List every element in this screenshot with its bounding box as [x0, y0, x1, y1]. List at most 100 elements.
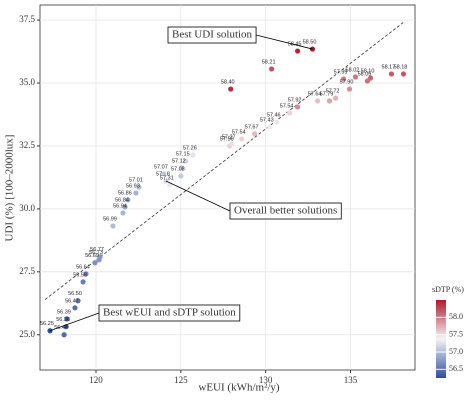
point	[388, 71, 395, 77]
point-label: 57.56	[220, 136, 234, 142]
point	[326, 98, 333, 104]
point-label: 57.31	[160, 175, 174, 181]
point	[92, 260, 98, 266]
point	[309, 46, 316, 52]
point	[110, 223, 116, 229]
point-label: 56.47	[65, 298, 79, 304]
point-label: 57.26	[183, 145, 197, 151]
point	[61, 332, 67, 338]
point	[352, 74, 359, 80]
colorbar-label: 57.5	[449, 329, 463, 338]
point-label: 58.50	[303, 40, 317, 46]
point-label: 56.69	[85, 253, 99, 259]
point	[190, 152, 196, 158]
y-tick-label: 32.5	[19, 140, 35, 150]
point	[252, 131, 258, 137]
x-tick-label: 135	[344, 375, 358, 385]
x-axis-title: wEUI (kWh/m²/y)	[198, 382, 280, 394]
point	[178, 173, 184, 179]
point	[136, 184, 142, 190]
point-label: 58.21	[262, 59, 276, 65]
point	[179, 165, 185, 171]
point	[400, 71, 407, 77]
point-label: 57.90	[340, 80, 354, 86]
point-label: 56.99	[103, 216, 117, 222]
point-label: 58.40	[221, 80, 235, 86]
point	[269, 66, 275, 72]
x-tick-label: 125	[174, 375, 188, 385]
point	[294, 48, 301, 54]
y-axis-title: UDI (%) [100–2000lux]	[4, 135, 16, 242]
point-label: 57.46	[267, 113, 281, 119]
point-label: 58.02	[346, 67, 360, 73]
x-tick-label: 120	[89, 375, 103, 385]
point	[80, 279, 86, 285]
point-label: 56.86	[118, 190, 132, 196]
point	[332, 95, 339, 101]
point-label: 57.67	[245, 124, 259, 130]
point	[294, 104, 301, 110]
point-label: 58.10	[361, 68, 375, 74]
point-label: 56.25	[40, 321, 54, 327]
point	[161, 171, 167, 177]
point-label: 56.44	[54, 325, 68, 331]
point-label: 56.94	[113, 203, 127, 209]
annotation-arrow	[255, 34, 313, 50]
point-label: 56.50	[68, 291, 82, 297]
colorbar-label: 56.5	[449, 364, 463, 373]
annotation: Overall better solutions	[234, 205, 337, 217]
point-label: 57.54	[280, 103, 294, 109]
point-label: 56.39	[57, 309, 71, 315]
point	[183, 158, 189, 164]
annotation: Best UDI solution	[172, 29, 253, 41]
point	[287, 110, 293, 116]
point-label: 58.05	[358, 71, 372, 77]
point-label: 57.07	[154, 164, 168, 170]
y-tick-label: 30.0	[19, 203, 35, 213]
point	[274, 119, 280, 125]
point-label: 57.92	[288, 97, 302, 103]
point-label: 57.72	[326, 89, 340, 95]
point-label: 56.73	[89, 250, 103, 256]
point-label: 57.01	[129, 177, 143, 183]
point-label: 56.84	[115, 197, 129, 203]
point	[75, 298, 81, 304]
point-label: 57.27	[222, 134, 236, 140]
point-label: 57.79	[320, 91, 334, 97]
point-label: 56.77	[90, 247, 104, 253]
point	[340, 76, 347, 82]
point-label: 57.12	[172, 158, 186, 164]
colorbar	[436, 300, 446, 378]
point	[125, 197, 131, 203]
point	[64, 316, 70, 322]
colorbar-label: 57.0	[449, 347, 463, 356]
point	[83, 271, 89, 277]
point	[229, 141, 235, 147]
colorbar-label: 58.0	[449, 312, 463, 321]
point	[163, 178, 169, 184]
point-label: 57.08	[171, 166, 185, 172]
point-label: 56.36	[56, 317, 70, 323]
point	[120, 210, 126, 216]
point-label: 57.43	[260, 118, 274, 124]
colorbar-title: sDTP (%)	[432, 285, 464, 294]
point	[267, 124, 273, 130]
point	[228, 86, 234, 92]
point	[364, 78, 371, 84]
point	[72, 305, 78, 311]
y-tick-label: 25.0	[19, 329, 35, 339]
annotation-arrow	[49, 312, 100, 332]
point	[346, 86, 353, 92]
x-tick-label: 130	[259, 375, 273, 385]
point-label: 57.64	[308, 91, 322, 97]
point-label: 57.54	[232, 129, 246, 135]
y-tick-label: 35.0	[19, 77, 35, 87]
y-tick-label: 37.5	[19, 14, 35, 24]
annotation-arrow	[165, 180, 231, 212]
point-label: 56.58	[73, 272, 87, 278]
point	[133, 190, 139, 196]
point-label: 57.15	[176, 152, 190, 158]
point	[315, 98, 321, 104]
point	[96, 257, 102, 263]
